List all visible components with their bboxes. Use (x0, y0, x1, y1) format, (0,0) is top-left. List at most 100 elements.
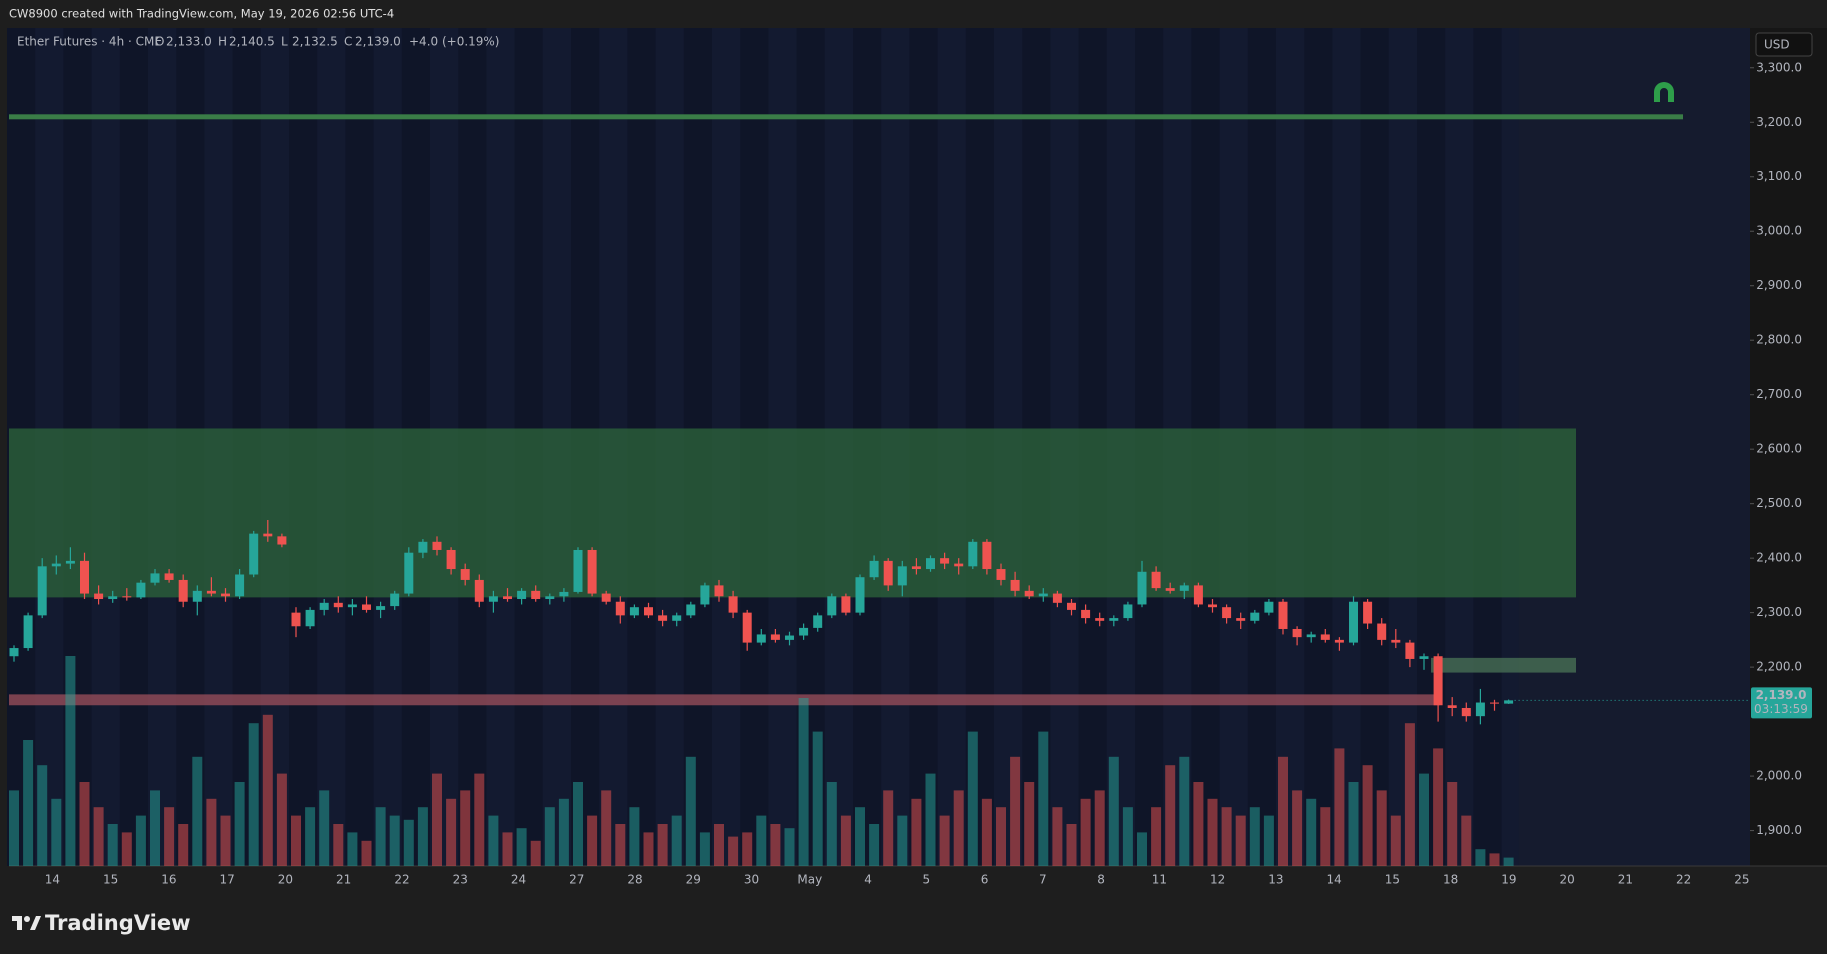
volume-bar (107, 824, 118, 866)
candle-body (770, 634, 780, 640)
candle-body (1208, 604, 1217, 608)
volume-bar (1066, 824, 1077, 866)
legend-symbol: Ether Futures · 4h · CME (17, 35, 162, 49)
volume-bar (1179, 756, 1190, 866)
volume-bar (305, 807, 316, 866)
y-tick-label: 3,300.0 (1756, 60, 1802, 74)
x-tick-label: 18 (1443, 873, 1458, 887)
legend-key: O (155, 35, 164, 49)
candle-body (333, 602, 343, 608)
y-tick-label: 2,900.0 (1756, 278, 1802, 292)
volume-bar (375, 807, 386, 866)
candle-body (136, 582, 146, 598)
y-tick-label: 2,200.0 (1756, 660, 1802, 674)
candle-body (1123, 604, 1133, 619)
volume-bar (1010, 756, 1021, 866)
legend-key: C (344, 35, 352, 49)
candle-body (1165, 588, 1175, 591)
candle-body (1292, 628, 1302, 638)
volume-bar (855, 807, 865, 866)
price-zone (1431, 657, 1576, 673)
candle-body (291, 612, 301, 627)
x-tick-label: 15 (103, 873, 118, 887)
candle-body (1363, 601, 1373, 624)
currency-box (1755, 32, 1813, 57)
candle-body (488, 596, 498, 602)
volume-bar (1221, 807, 1232, 866)
candle-body (37, 566, 47, 616)
x-tick-label: 29 (686, 873, 701, 887)
candle-body (263, 533, 273, 537)
volume-bar (657, 824, 668, 866)
volume-bar (770, 824, 781, 866)
x-tick-label: 22 (1676, 873, 1691, 887)
candle-body (1024, 590, 1034, 597)
volume-bar (1038, 731, 1049, 866)
volume-bar (1419, 773, 1429, 866)
volume-bar (23, 740, 34, 866)
price-zone (9, 694, 1440, 706)
countdown: 03:13:59 (1754, 702, 1808, 716)
candle-body (982, 541, 992, 570)
volume-bar (516, 828, 527, 866)
candle-body (911, 566, 921, 570)
candle-body (1377, 623, 1387, 640)
volume-bar (996, 807, 1006, 866)
volume-bar (798, 698, 809, 866)
volume-bar (1461, 815, 1472, 866)
volume-bar (403, 819, 414, 866)
candle-body (996, 569, 1006, 580)
candle-body (968, 541, 978, 567)
volume-bar (1390, 815, 1401, 866)
volume-bar (601, 790, 612, 866)
volume-bar (1249, 807, 1260, 866)
volume-bar (1503, 857, 1514, 866)
legend-change: +4.0 (+0.19%) (409, 35, 500, 49)
volume-bar (9, 790, 19, 866)
legend-value: 2,140.5 (229, 35, 275, 49)
candle-body (319, 602, 329, 610)
legend-value: 2,133.0 (166, 35, 212, 49)
candle-body (1222, 607, 1232, 619)
volume-bar (220, 815, 231, 866)
volume-bar (502, 832, 513, 866)
volume-bar (1137, 832, 1147, 866)
candle-body (221, 593, 230, 597)
volume-bar (1306, 798, 1317, 866)
volume-bar (544, 807, 555, 866)
volume-bar (1108, 756, 1119, 866)
candle-body (531, 590, 541, 600)
volume-bar (1207, 798, 1218, 866)
logo (12, 916, 41, 930)
volume-bar (1278, 756, 1288, 866)
candle-body (164, 573, 174, 580)
candle-body (277, 536, 287, 545)
candle-body (545, 596, 555, 600)
candle-body (615, 601, 625, 616)
currency: USD (1764, 38, 1790, 52)
candle-body (1151, 571, 1161, 589)
volume-bar (1235, 815, 1246, 866)
x-tick-label: 7 (1039, 873, 1047, 887)
x-tick-label: 15 (1385, 873, 1400, 887)
candle-body (954, 563, 964, 567)
volume-bar (1320, 807, 1331, 866)
candle-body (517, 590, 527, 600)
x-tick-label: 17 (220, 873, 235, 887)
volume-bar (728, 836, 739, 866)
candle-body (841, 596, 851, 613)
candle-body (1067, 602, 1076, 610)
candle-body (1405, 642, 1415, 659)
volume-bar (1151, 807, 1162, 866)
x-tick-label: 16 (161, 873, 176, 887)
candle-body (827, 596, 837, 616)
volume-bar (319, 790, 330, 866)
x-tick-label: 27 (569, 873, 584, 887)
x-tick-label: 23 (453, 873, 468, 887)
candle-body (390, 593, 400, 607)
x-tick-label: 21 (336, 873, 351, 887)
candle-body (235, 574, 245, 597)
y-tick-label: 2,500.0 (1756, 496, 1802, 510)
candle-body (1179, 585, 1189, 591)
